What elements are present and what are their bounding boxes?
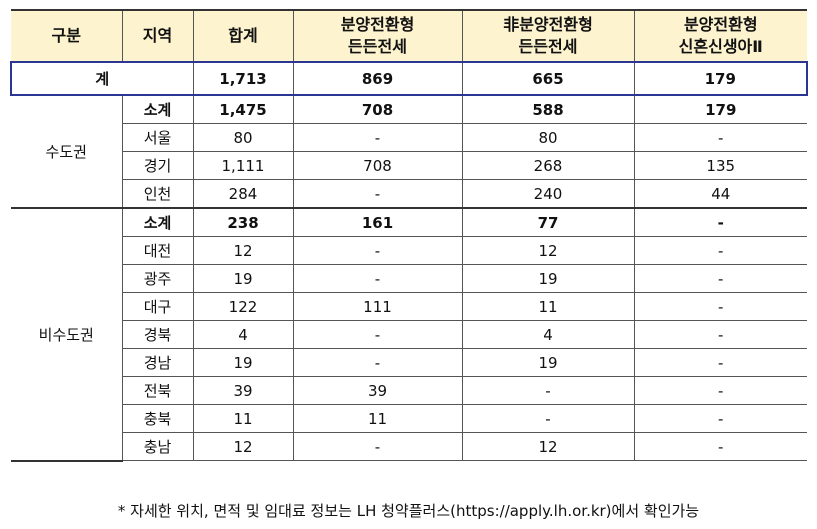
value-cell: - <box>633 264 807 293</box>
total-row: 계 1,713 869 665 179 <box>10 61 808 96</box>
total-value: 179 <box>633 61 808 96</box>
region-cell: 소계 <box>121 95 193 124</box>
value-cell: 19 <box>461 348 634 377</box>
rental-supply-table: 구분 지역 합계 분양전환형 든든전세 非분양전환형 든든전세 분양전환형 신혼신생아Ⅱ 계 1… <box>10 9 808 462</box>
region-cell: 인천 <box>121 179 193 209</box>
region-cell: 대전 <box>121 236 193 265</box>
value-cell: - <box>633 123 807 152</box>
column-header: 분양전환형 신혼신생아Ⅱ <box>633 9 807 63</box>
value-cell: 588 <box>461 95 634 124</box>
value-cell: - <box>633 236 807 265</box>
value-cell: - <box>633 292 807 321</box>
column-header: 지역 <box>121 9 193 63</box>
column-header: 구분 <box>11 9 122 63</box>
value-cell: - <box>292 264 462 293</box>
region-cell: 경기 <box>121 151 193 180</box>
value-cell: - <box>633 320 807 349</box>
region-cell: 광주 <box>121 264 193 293</box>
column-header: 분양전환형 든든전세 <box>292 9 462 63</box>
value-cell: 268 <box>461 151 634 180</box>
value-cell: - <box>633 404 807 433</box>
value-cell: 1,475 <box>192 95 293 124</box>
table-row: 비수도권 소계 238 161 77- <box>11 207 807 462</box>
value-cell: 240 <box>461 179 634 209</box>
region-cell: 경북 <box>121 320 193 349</box>
value-cell: 135 <box>633 151 807 180</box>
header-row: 구분 지역 합계 분양전환형 든든전세 非분양전환형 든든전세 분양전환형 신혼신생아Ⅱ <box>11 9 807 63</box>
value-cell: - <box>461 404 634 433</box>
value-cell: 44 <box>633 179 807 209</box>
region-cell: 충남 <box>121 432 193 461</box>
region-cell: 대구 <box>121 292 193 321</box>
region-cell: 전북 <box>121 376 193 405</box>
value-cell: - <box>292 179 462 209</box>
region-cell: 소계 <box>121 207 193 237</box>
value-cell: - <box>292 320 462 349</box>
value-cell: 80 <box>192 123 293 152</box>
value-cell: - <box>292 348 462 377</box>
value-cell: 122 <box>192 292 293 321</box>
value-cell: - <box>633 207 807 237</box>
value-cell: 39 <box>192 376 293 405</box>
value-cell: 12 <box>461 236 634 265</box>
value-cell: 708 <box>292 151 462 180</box>
value-cell: 39 <box>292 376 462 405</box>
value-cell: 284 <box>192 179 293 209</box>
value-cell: 19 <box>192 348 293 377</box>
value-cell: - <box>633 348 807 377</box>
group-label: 비수도권 <box>11 207 122 462</box>
value-cell: - <box>461 376 634 405</box>
region-cell: 경남 <box>121 348 193 377</box>
table-row: 서울 80-80- <box>11 123 807 152</box>
total-sum: 1,713 <box>192 61 293 96</box>
table-row: 대구 122 111 11- <box>11 292 807 321</box>
column-header: 非분양전환형 든든전세 <box>461 9 634 63</box>
table-row: 수도권 소계 1,475 708 588 179 <box>11 95 807 209</box>
value-cell: 12 <box>192 236 293 265</box>
total-value: 665 <box>461 61 634 96</box>
total-value: 869 <box>292 61 462 96</box>
value-cell: 80 <box>461 123 634 152</box>
table-row: 경북 4-4- <box>11 320 807 349</box>
value-cell: 111 <box>292 292 462 321</box>
value-cell: 11 <box>461 292 634 321</box>
value-cell: 19 <box>461 264 634 293</box>
value-cell: 4 <box>461 320 634 349</box>
value-cell: - <box>292 123 462 152</box>
table-row: 충북 11 11- - <box>11 404 807 433</box>
region-cell: 충북 <box>121 404 193 433</box>
value-cell: - <box>292 432 462 461</box>
value-cell: 11 <box>192 404 293 433</box>
value-cell: 12 <box>461 432 634 461</box>
column-header: 합계 <box>192 9 293 63</box>
value-cell: - <box>292 236 462 265</box>
value-cell: 1,111 <box>192 151 293 180</box>
table-row: 인천 284-240 44 <box>11 179 807 209</box>
total-label: 계 <box>10 61 193 96</box>
value-cell: 161 <box>292 207 462 237</box>
table-row: 전북 39 39- - <box>11 376 807 405</box>
value-cell: 19 <box>192 264 293 293</box>
table-row: 경남 19-19- <box>11 348 807 377</box>
region-cell: 서울 <box>121 123 193 152</box>
value-cell: 4 <box>192 320 293 349</box>
value-cell: 12 <box>192 432 293 461</box>
table-row: 대전 12-12- <box>11 236 807 265</box>
table-row: 충남 12-12- <box>11 432 807 461</box>
group-label: 수도권 <box>11 95 122 209</box>
table-row: 광주 19-19- <box>11 264 807 293</box>
value-cell: 708 <box>292 95 462 124</box>
value-cell: 179 <box>633 95 807 124</box>
value-cell: - <box>633 376 807 405</box>
value-cell: 77 <box>461 207 634 237</box>
table-row: 경기 1,111 708 268 135 <box>11 151 807 180</box>
footnote: * 자세한 위치, 면적 및 임대료 정보는 LH 청약플러스(https://… <box>117 502 700 520</box>
value-cell: 238 <box>192 207 293 237</box>
value-cell: 11 <box>292 404 462 433</box>
value-cell: - <box>633 432 807 461</box>
